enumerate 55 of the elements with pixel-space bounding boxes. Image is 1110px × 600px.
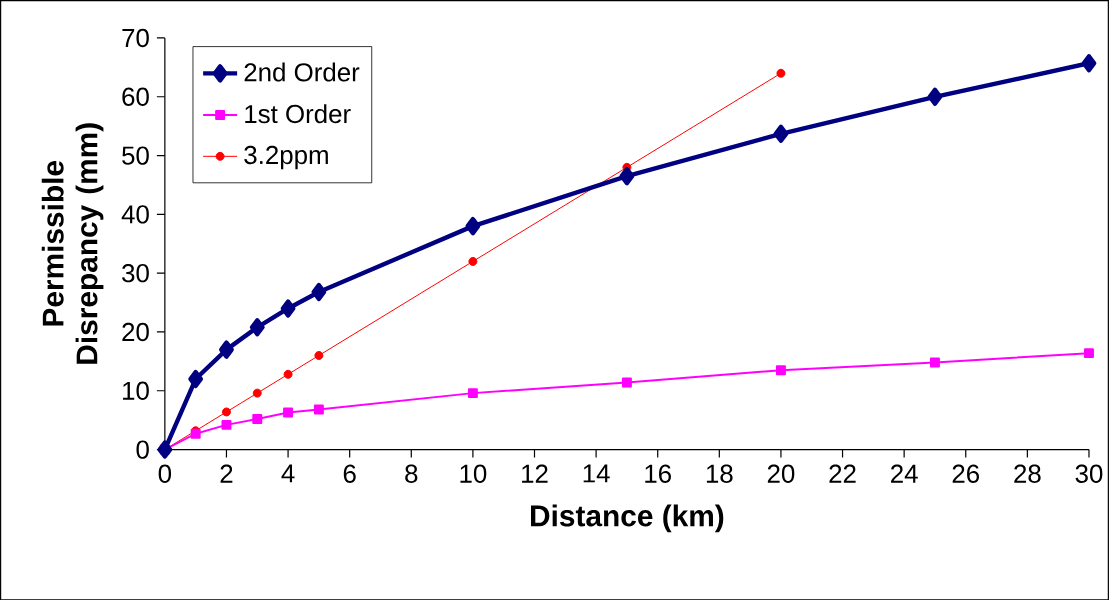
point (280, 299, 296, 318)
point (773, 124, 789, 143)
x-tick-label: 16 (645, 464, 671, 483)
x-axis-title: Distance (km) (531, 504, 724, 533)
point (775, 365, 786, 375)
point (1081, 53, 1097, 73)
x-tick-label: 28 (1014, 464, 1041, 483)
point (927, 87, 943, 106)
x-tick-label: 20 (767, 464, 795, 483)
x-tick-label: 18 (706, 464, 733, 483)
point (283, 369, 293, 379)
point (221, 419, 232, 430)
legend-label: 2nd Order (244, 62, 360, 82)
point (249, 317, 265, 337)
point (283, 407, 294, 418)
y-tick-label: 10 (123, 381, 149, 400)
point (311, 282, 327, 301)
x-tick-label: 24 (891, 464, 918, 483)
y-tick-label: 0 (136, 440, 149, 459)
x-tick-label: 26 (952, 464, 980, 483)
point (252, 413, 263, 424)
x-tick-label: 2 (220, 464, 233, 483)
x-tick-label: 6 (343, 464, 356, 483)
x-tick-label: 0 (158, 464, 172, 483)
point (467, 387, 478, 398)
point (619, 166, 635, 186)
y-tick-label: 50 (122, 146, 149, 165)
point (252, 388, 262, 398)
x-tick-label: 22 (829, 464, 856, 483)
point (314, 350, 324, 360)
point (776, 68, 786, 78)
point (188, 369, 204, 388)
y-tick-label: 70 (122, 28, 149, 47)
point (468, 256, 478, 266)
point (621, 377, 632, 388)
legend-label: 3.2ppm (244, 145, 328, 170)
y-tick-label: 40 (121, 205, 149, 224)
point (313, 404, 324, 415)
y-tick-label: 20 (122, 322, 149, 341)
x-tick-label: 30 (1075, 464, 1103, 483)
y-tick-label: 30 (122, 263, 149, 283)
x-tick-label: 10 (460, 464, 487, 483)
point (465, 216, 481, 236)
x-tick-label: 8 (405, 464, 418, 483)
point (221, 407, 231, 417)
point (219, 340, 234, 359)
point (929, 357, 940, 368)
x-tick-label: 14 (583, 464, 610, 483)
y-axis-title: Permissible Disrepancy (mm) (41, 123, 104, 364)
y-tick-label: 60 (122, 87, 149, 106)
point (1083, 347, 1094, 358)
legend-label: 1st Order (245, 103, 351, 123)
x-tick-label: 12 (522, 464, 548, 483)
x-tick-label: 4 (281, 464, 295, 483)
point (157, 440, 173, 459)
